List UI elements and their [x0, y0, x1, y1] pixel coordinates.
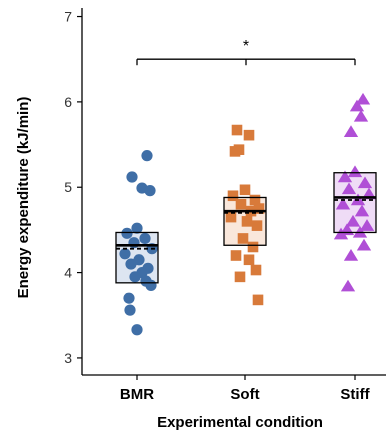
y-axis-title: Energy expenditure (kJ/min): [15, 97, 32, 299]
box-outline-bmr: [115, 231, 159, 284]
point-stiff: [359, 219, 375, 231]
point-bmr: [126, 171, 138, 183]
point-bmr: [141, 150, 153, 162]
point-stiff: [355, 92, 371, 105]
point-bmr: [125, 258, 137, 270]
axes: 3 4 5 6 7 BMR Soft Stiff: [64, 8, 386, 403]
point-stiff: [357, 176, 373, 189]
significance-annotation: *: [136, 38, 356, 66]
point-bmr: [128, 237, 140, 249]
point-stiff: [340, 279, 356, 292]
point-soft: [252, 294, 264, 306]
point-bmr: [121, 227, 133, 239]
y-tick-label: 7: [64, 9, 72, 25]
point-soft: [239, 184, 251, 196]
point-stiff: [345, 214, 361, 227]
point-soft: [235, 199, 247, 210]
point-soft: [253, 203, 265, 214]
y-tick-label: 5: [64, 179, 72, 195]
point-bmr: [124, 304, 136, 316]
point-stiff: [343, 125, 359, 137]
point-stiff: [349, 99, 365, 112]
point-soft: [225, 211, 237, 223]
point-stiff: [347, 165, 363, 178]
point-soft: [227, 190, 239, 202]
point-bmr: [129, 271, 141, 283]
point-soft: [247, 241, 259, 253]
point-soft: [233, 144, 245, 155]
mean-median-lines: [115, 172, 377, 284]
point-bmr: [123, 292, 135, 304]
point-stiff: [343, 249, 359, 261]
point-stiff: [354, 204, 370, 217]
point-soft: [237, 233, 249, 244]
point-soft: [249, 194, 261, 206]
x-axis-title: Experimental condition: [157, 414, 323, 431]
x-tick-label-stiff: Stiff: [340, 386, 370, 403]
point-bmr: [131, 222, 143, 234]
point-bmr: [131, 324, 143, 336]
point-bmr: [119, 248, 131, 260]
x-tick-label-soft: Soft: [230, 386, 259, 403]
significance-label: *: [243, 38, 249, 55]
point-soft: [251, 220, 263, 231]
box-outline-stiff: [333, 172, 377, 234]
point-stiff: [337, 170, 353, 183]
point-bmr: [139, 232, 151, 245]
point-soft: [241, 216, 253, 227]
point-stiff: [341, 182, 357, 195]
box-outline-soft: [223, 196, 267, 246]
x-tick-label-bmr: BMR: [120, 386, 154, 403]
point-stiff: [353, 109, 369, 122]
point-stiff: [356, 238, 372, 251]
y-tick-label: 3: [64, 350, 72, 366]
y-tick-label: 6: [64, 94, 72, 110]
y-tick-label: 4: [64, 265, 72, 281]
point-bmr: [144, 185, 156, 197]
point-stiff: [335, 197, 351, 210]
labels: Experimental condition Energy expenditur…: [15, 97, 323, 431]
point-soft: [243, 129, 255, 141]
point-soft: [243, 254, 255, 266]
point-soft: [234, 271, 246, 283]
point-soft: [250, 264, 262, 276]
point-bmr: [140, 275, 152, 287]
point-soft: [231, 124, 243, 136]
point-stiff: [333, 227, 349, 240]
point-soft: [230, 250, 242, 261]
